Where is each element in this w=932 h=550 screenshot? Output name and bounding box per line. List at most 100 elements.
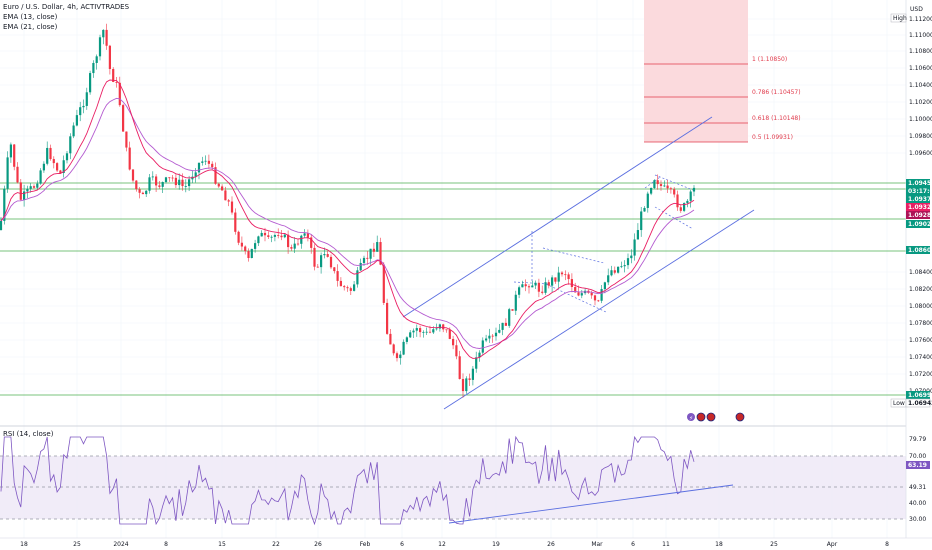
candle — [494, 327, 498, 341]
candle — [412, 328, 415, 339]
candle — [442, 323, 445, 333]
price-tick-label: 1.10800 — [909, 48, 932, 55]
rsi-trendline[interactable] — [448, 484, 734, 524]
candle — [36, 180, 39, 190]
time-tick-label: 8 — [164, 541, 168, 548]
candle — [643, 206, 646, 212]
candle — [689, 189, 692, 208]
candle — [623, 260, 626, 273]
candle — [468, 373, 471, 386]
candle — [72, 122, 75, 139]
candle — [300, 234, 303, 249]
candle — [650, 187, 653, 196]
candle — [329, 254, 333, 270]
candle — [633, 233, 636, 261]
time-tick-label: 2024 — [113, 541, 128, 548]
candle — [197, 162, 201, 180]
price-tick-label: 1.08200 — [909, 286, 932, 293]
candle — [521, 280, 524, 288]
candle — [511, 309, 514, 311]
price-tick-label: 1.07400 — [909, 354, 932, 361]
candle — [544, 277, 547, 295]
candle — [669, 186, 672, 194]
candle — [607, 268, 610, 286]
candle — [692, 185, 696, 197]
candle — [148, 173, 151, 194]
candle — [610, 265, 613, 277]
candle — [613, 266, 616, 275]
time-tick-label: 11 — [662, 541, 670, 548]
candle — [458, 350, 461, 380]
price-axis-labels: 1.11200 1.11000 1.10800 1.10600 1.10400 1.102… — [890, 6, 932, 523]
candle — [131, 169, 135, 183]
candle — [234, 208, 237, 235]
candle — [560, 271, 564, 277]
bull-flag-pattern-1[interactable] — [513, 231, 607, 313]
channel-lower-line[interactable] — [443, 209, 755, 410]
candle — [491, 334, 494, 343]
price-tick-label: 1.09600 — [909, 150, 932, 157]
economic-events[interactable]: ⚡ — [687, 412, 745, 422]
time-tick-label: Apr — [827, 541, 838, 548]
time-axis[interactable]: 18 25 2024 8 15 22 26 Feb 6 12 19 26 Mar 6 11 18 25 Apr 8 — [20, 541, 889, 548]
ema13-legend[interactable]: EMA (13, close) — [3, 13, 58, 21]
candle — [69, 133, 72, 160]
candle — [452, 335, 455, 350]
candle — [257, 235, 260, 246]
candle — [306, 229, 309, 242]
fib-target-zone — [644, 0, 748, 142]
symbol-title[interactable]: Euro / U.S. Dollar, 4h, ACTIVTRADES — [3, 3, 130, 11]
candle — [280, 230, 283, 241]
rsi-legend[interactable]: RSI (14, close) — [3, 430, 54, 438]
time-tick-label: 6 — [400, 541, 404, 548]
svg-text:1.08605: 1.08605 — [908, 247, 932, 254]
us-flag-icon — [706, 412, 716, 422]
candle — [686, 198, 689, 208]
ema21-legend[interactable]: EMA (21, close) — [3, 23, 58, 31]
candle — [676, 190, 679, 211]
price-tick-label: 1.10600 — [909, 65, 932, 72]
candle — [316, 264, 319, 268]
candle — [211, 161, 214, 171]
candle — [508, 307, 511, 328]
ema21-line — [0, 97, 695, 349]
svg-text:⚡: ⚡ — [689, 415, 693, 422]
price-tick-label: 1.08000 — [909, 303, 932, 310]
candle — [313, 244, 316, 271]
svg-text:03:17:09: 03:17:09 — [908, 188, 932, 195]
candle — [376, 235, 379, 252]
candle — [656, 174, 659, 190]
candle — [59, 169, 62, 174]
candle — [402, 339, 405, 356]
svg-text:1.09374: 1.09374 — [908, 196, 932, 203]
candle — [455, 339, 458, 360]
channel-upper-line[interactable] — [402, 116, 713, 318]
svg-text:1.09453: 1.09453 — [908, 180, 932, 187]
price-tag: 1.06990 — [906, 391, 932, 399]
candle — [122, 103, 125, 132]
time-tick-label: 6 — [631, 541, 635, 548]
candle — [52, 156, 55, 169]
candle — [603, 281, 606, 294]
time-tick-label: 22 — [272, 541, 280, 548]
candle — [673, 187, 676, 198]
candle — [323, 247, 326, 259]
candle — [290, 244, 293, 251]
candle — [108, 44, 111, 75]
candle — [504, 318, 507, 326]
price-tag: 03:17:09 — [906, 187, 932, 195]
time-tick-label: 15 — [218, 541, 226, 548]
candle — [39, 168, 42, 185]
us-flag-icon — [735, 412, 745, 422]
low-label: Low — [890, 398, 907, 408]
candle — [141, 191, 144, 195]
candle — [531, 280, 534, 288]
candle — [16, 162, 19, 184]
candle — [640, 207, 643, 237]
candle — [659, 180, 663, 191]
price-axis[interactable] — [906, 0, 932, 538]
candle — [392, 343, 395, 356]
candle — [0, 216, 3, 231]
time-tick-label: 25 — [73, 541, 81, 548]
